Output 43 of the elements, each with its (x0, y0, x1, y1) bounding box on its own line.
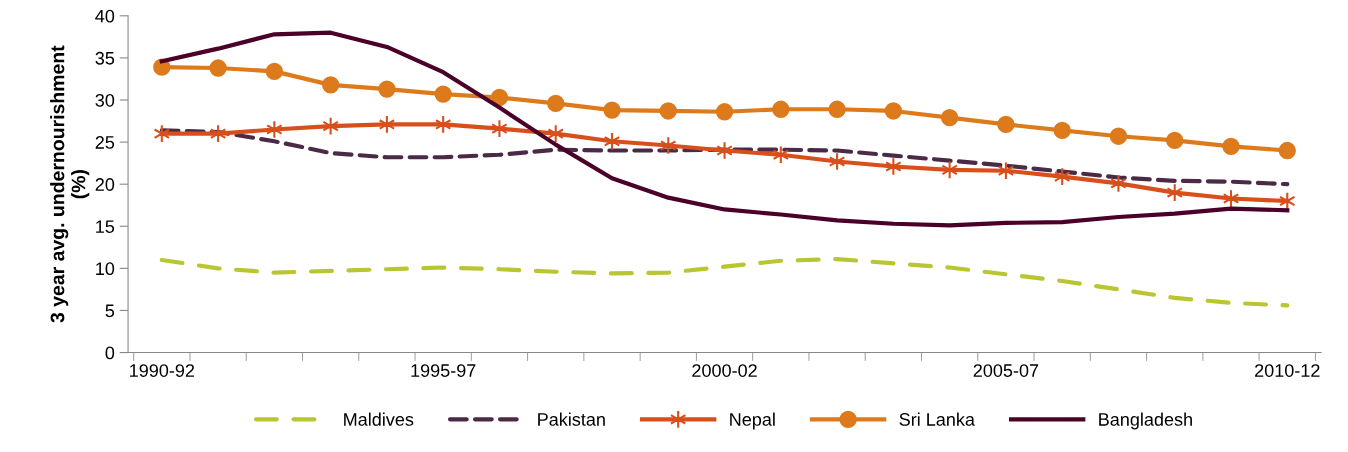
point (547, 94, 565, 113)
point (434, 85, 452, 103)
point (209, 59, 227, 77)
point (884, 102, 903, 120)
point (265, 62, 284, 81)
legend-label: Pakistan (538, 412, 605, 426)
y-axis-title: 3 year avg. undernourishment (%) (50, 45, 90, 323)
point (1222, 137, 1240, 155)
x-tick-label: 2005-07 (973, 364, 1039, 377)
point (1110, 173, 1127, 193)
point (828, 100, 846, 118)
y-tick-label: 25 (95, 136, 115, 149)
y-tick-label: 10 (96, 262, 115, 276)
point (321, 76, 340, 94)
point (1053, 121, 1071, 139)
legend-label: Bangladesh (1099, 412, 1192, 430)
point (997, 115, 1015, 134)
legend-label: Sri Lanka (899, 412, 975, 426)
x-tick-label: 1990-92 (130, 364, 195, 377)
point (491, 119, 508, 138)
line-series (159, 257, 1290, 308)
point (1166, 131, 1184, 150)
point (1278, 141, 1296, 160)
point (940, 109, 959, 127)
y-tick-label: 15 (96, 220, 115, 233)
x-tick-label: 2010-12 (1255, 364, 1320, 377)
y-tick-label: 30 (95, 93, 115, 107)
point (659, 102, 677, 120)
y-tick-label: 35 (95, 51, 115, 65)
y-tick-label: 40 (95, 9, 115, 23)
y-tick-label: 0 (105, 346, 115, 360)
legend-label: Maldives (344, 412, 414, 426)
y-tick-label: 20 (95, 178, 115, 191)
point (772, 100, 790, 118)
x-tick-label: 2000-02 (692, 364, 757, 377)
x-tick-label: 1995-97 (411, 364, 476, 377)
point (715, 103, 734, 121)
point (1109, 127, 1128, 145)
y-tick-label: 5 (105, 304, 115, 318)
point (603, 101, 621, 119)
point (490, 88, 509, 107)
legend-label: Nepal (730, 412, 775, 430)
point (378, 80, 396, 98)
